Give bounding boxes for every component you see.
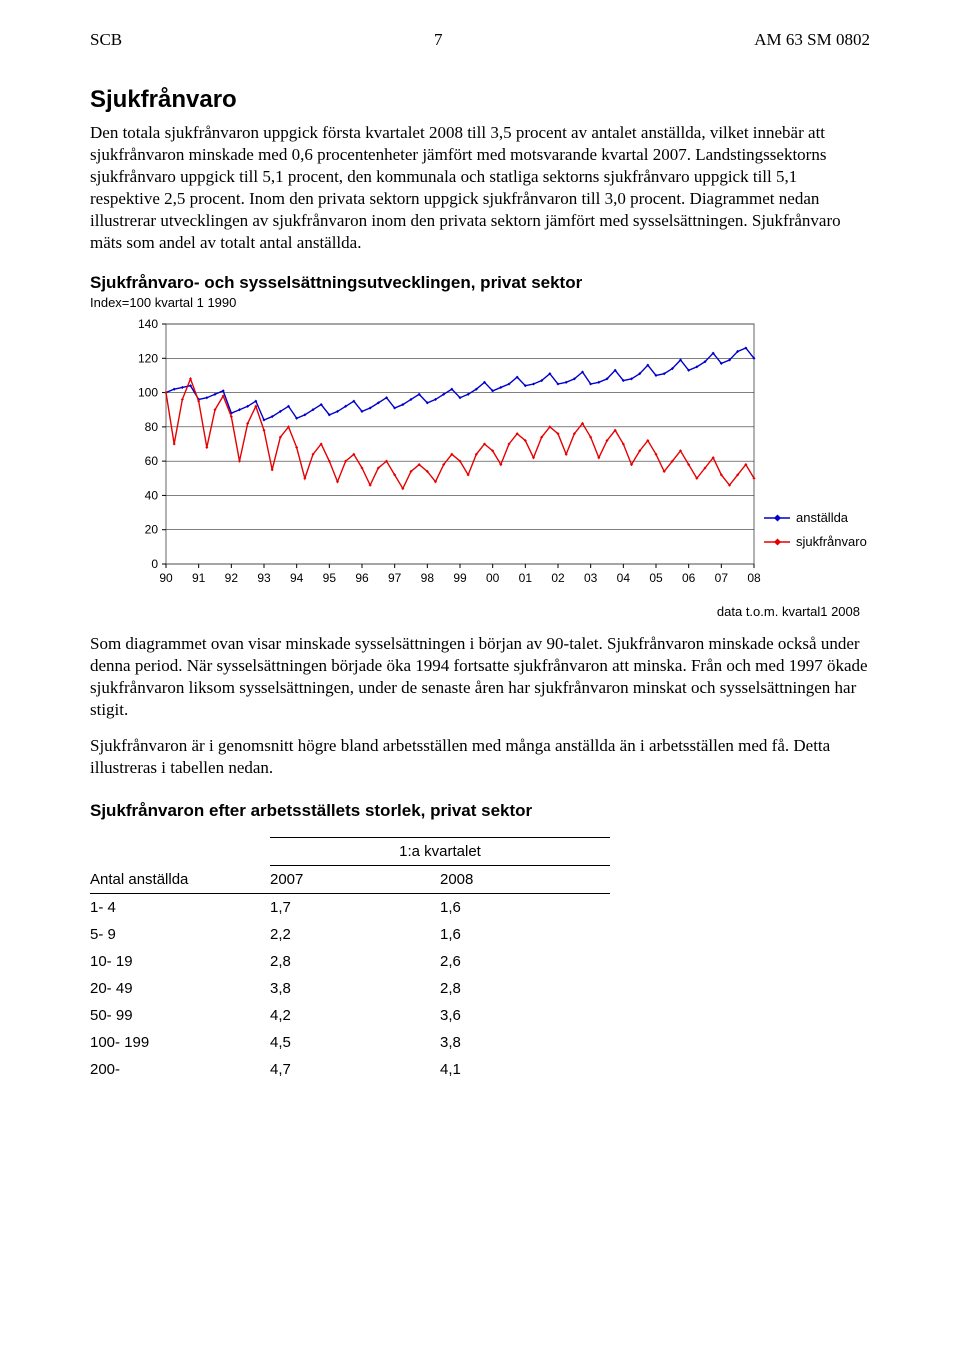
- table-cell: 10- 19: [90, 948, 270, 975]
- table-cell: 3,8: [270, 975, 440, 1002]
- table-cell: 200-: [90, 1056, 270, 1083]
- svg-text:20: 20: [145, 522, 159, 536]
- chart-title: Sjukfrånvaro- och sysselsättningsutveckl…: [90, 273, 870, 293]
- table-title: Sjukfrånvaron efter arbetsställets storl…: [90, 801, 870, 821]
- table-column-header-row: Antal anställda 2007 2008: [90, 866, 610, 894]
- table-cell: 1,7: [270, 894, 440, 922]
- svg-text:91: 91: [192, 571, 206, 585]
- table-cell: 2,8: [440, 975, 610, 1002]
- svg-text:120: 120: [138, 351, 158, 365]
- svg-text:100: 100: [138, 385, 158, 399]
- svg-text:90: 90: [159, 571, 173, 585]
- table-cell: 4,2: [270, 1002, 440, 1029]
- paragraph-3: Sjukfrånvaron är i genomsnitt högre blan…: [90, 735, 870, 779]
- chart-footnote: data t.o.m. kvartal1 2008: [90, 604, 870, 619]
- table-cell: 1,6: [440, 894, 610, 922]
- header-center: 7: [434, 30, 443, 50]
- table-cell: 100- 199: [90, 1029, 270, 1056]
- table-cell: 2,2: [270, 921, 440, 948]
- svg-text:95: 95: [323, 571, 337, 585]
- page-header: SCB 7 AM 63 SM 0802: [90, 30, 870, 50]
- table-col1-header: 2007: [270, 866, 440, 894]
- paragraph-1: Den totala sjukfrånvaron uppgick första …: [90, 122, 870, 255]
- svg-text:98: 98: [421, 571, 435, 585]
- table-cell: 20- 49: [90, 975, 270, 1002]
- svg-text:07: 07: [715, 571, 729, 585]
- table-cell: 3,8: [440, 1029, 610, 1056]
- svg-text:60: 60: [145, 454, 159, 468]
- table-span-header-row: 1:a kvartalet: [90, 838, 610, 866]
- chart-subtitle: Index=100 kvartal 1 1990: [90, 295, 870, 310]
- line-chart: 0204060801001201409091929394959697989900…: [118, 318, 878, 598]
- svg-text:05: 05: [649, 571, 663, 585]
- header-right: AM 63 SM 0802: [754, 30, 870, 50]
- svg-text:93: 93: [257, 571, 271, 585]
- svg-text:04: 04: [617, 571, 631, 585]
- svg-text:99: 99: [453, 571, 467, 585]
- data-table: 1:a kvartalet Antal anställda 2007 2008 …: [90, 837, 610, 1083]
- paragraph-2: Som diagrammet ovan visar minskade sysse…: [90, 633, 870, 721]
- chart-container: 0204060801001201409091929394959697989900…: [118, 318, 870, 598]
- svg-text:94: 94: [290, 571, 304, 585]
- page: SCB 7 AM 63 SM 0802 Sjukfrånvaro Den tot…: [0, 0, 960, 1123]
- table-cell: 4,1: [440, 1056, 610, 1083]
- table-col0-header: Antal anställda: [90, 866, 270, 894]
- svg-text:06: 06: [682, 571, 696, 585]
- table-col2-header: 2008: [440, 866, 610, 894]
- table-row: 20- 493,82,8: [90, 975, 610, 1002]
- table-row: 50- 994,23,6: [90, 1002, 610, 1029]
- table-cell: 2,6: [440, 948, 610, 975]
- svg-text:0: 0: [151, 557, 158, 571]
- table-cell: 3,6: [440, 1002, 610, 1029]
- header-left: SCB: [90, 30, 122, 50]
- table-cell: 5- 9: [90, 921, 270, 948]
- svg-text:140: 140: [138, 318, 158, 331]
- table-cell: 4,5: [270, 1029, 440, 1056]
- table-cell: 4,7: [270, 1056, 440, 1083]
- table-cell: 1- 4: [90, 894, 270, 922]
- table-row: 5- 92,21,6: [90, 921, 610, 948]
- table-cell: 1,6: [440, 921, 610, 948]
- table-cell: 2,8: [270, 948, 440, 975]
- svg-text:97: 97: [388, 571, 402, 585]
- table-span-header: 1:a kvartalet: [270, 838, 610, 866]
- svg-text:anställda: anställda: [796, 510, 849, 525]
- table-body: 1- 41,71,65- 92,21,610- 192,82,620- 493,…: [90, 894, 610, 1084]
- svg-text:01: 01: [519, 571, 533, 585]
- table-row: 10- 192,82,6: [90, 948, 610, 975]
- table-cell: 50- 99: [90, 1002, 270, 1029]
- table-row: 1- 41,71,6: [90, 894, 610, 922]
- svg-text:40: 40: [145, 488, 159, 502]
- table-row: 200-4,74,1: [90, 1056, 610, 1083]
- table-row: 100- 1994,53,8: [90, 1029, 610, 1056]
- svg-text:08: 08: [747, 571, 761, 585]
- svg-text:80: 80: [145, 419, 159, 433]
- svg-text:03: 03: [584, 571, 598, 585]
- svg-text:92: 92: [225, 571, 239, 585]
- section-title: Sjukfrånvaro: [90, 86, 870, 114]
- svg-text:00: 00: [486, 571, 500, 585]
- svg-text:96: 96: [355, 571, 369, 585]
- svg-text:02: 02: [551, 571, 565, 585]
- svg-text:sjukfrånvaro: sjukfrånvaro: [796, 534, 867, 549]
